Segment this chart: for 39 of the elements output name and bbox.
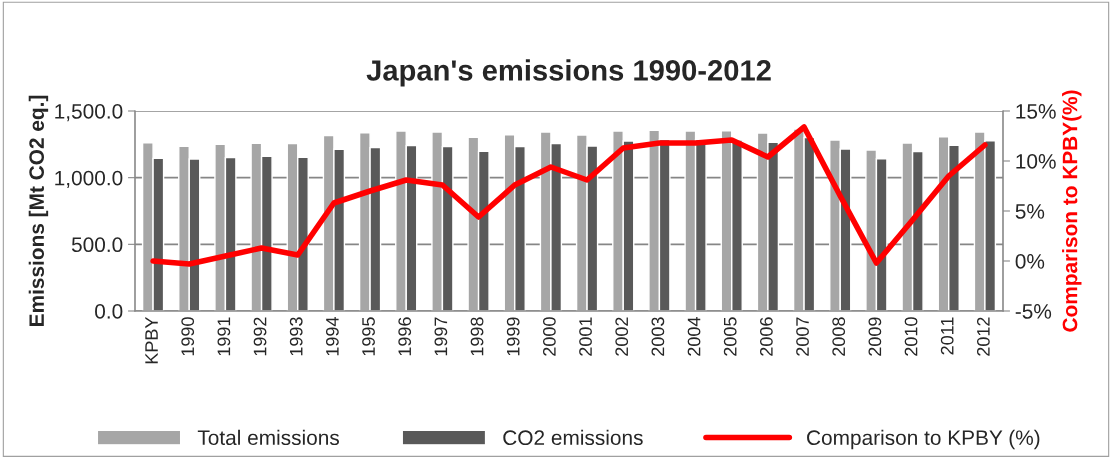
y-tick-label: 0.0 — [95, 304, 123, 319]
x-tick-label: 1997 — [434, 317, 448, 356]
y-axis-title: Emissions [Mt CO2 eq.] — [28, 95, 49, 326]
x-tick-label: 2001 — [579, 317, 592, 356]
y-tick-label: 1,000.0 — [55, 170, 123, 188]
x-tick-label: 2009 — [868, 317, 882, 356]
x-tick-label: 1992 — [253, 317, 267, 356]
chart-title: Japan's emissions 1990-2012 — [366, 59, 771, 87]
x-tick-label: 2010 — [904, 317, 918, 356]
x-tick-label: 1999 — [506, 317, 520, 356]
legend-label: Comparison to KPBY (%) — [807, 429, 1040, 450]
y-tick-label: 1,500.0 — [55, 104, 123, 122]
y2-tick-label: 10% — [1016, 154, 1056, 169]
x-tick-label: 2002 — [615, 317, 629, 356]
y2-tick-label: -5% — [1015, 304, 1052, 319]
x-tick-label: 1993 — [289, 317, 303, 356]
x-tick-label: 1994 — [325, 317, 339, 356]
legend-label: CO2 emissions — [503, 429, 643, 446]
y2-tick-label: 0% — [1015, 254, 1045, 269]
x-tick-label: 1990 — [181, 317, 195, 356]
legend-label: Total emissions — [197, 429, 339, 446]
x-tick-label: 1995 — [362, 317, 375, 356]
x-tick-label: 2011 — [940, 317, 954, 355]
x-tick-label: 2004 — [687, 317, 701, 356]
x-tick-label: 2006 — [759, 317, 773, 356]
y-tick-label: 500.0 — [71, 237, 123, 253]
x-tick-label: 2012 — [976, 317, 990, 356]
x-tick-label: 2003 — [651, 317, 665, 356]
y2-axis-title: Comparison to KPBY(%) — [1062, 90, 1082, 332]
x-tick-label: 1996 — [398, 317, 412, 356]
x-tick-label: 2005 — [723, 317, 737, 356]
x-tick-label: 2000 — [542, 317, 556, 356]
x-tick-label: 1991 — [217, 317, 231, 356]
y2-tick-label: 15% — [1016, 104, 1056, 119]
y2-tick-label: 5% — [1015, 204, 1045, 219]
x-tick-label: 2008 — [832, 317, 846, 356]
x-tick-label: 2007 — [796, 317, 809, 356]
x-tick-label: 1998 — [470, 317, 484, 356]
x-tick-label: KPBY — [145, 316, 158, 364]
